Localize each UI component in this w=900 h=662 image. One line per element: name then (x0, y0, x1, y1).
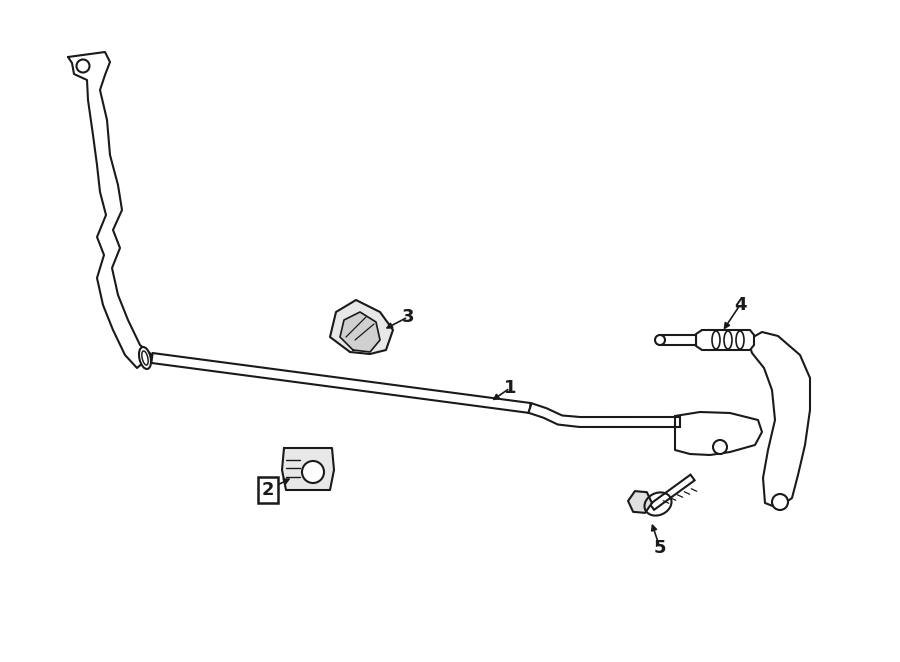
Ellipse shape (142, 351, 148, 365)
Polygon shape (650, 475, 695, 510)
Ellipse shape (724, 331, 732, 349)
Circle shape (76, 60, 89, 73)
Circle shape (713, 440, 727, 454)
Polygon shape (696, 330, 754, 350)
Ellipse shape (139, 347, 151, 369)
Polygon shape (660, 335, 696, 345)
Polygon shape (528, 403, 680, 427)
Polygon shape (748, 332, 810, 508)
Polygon shape (340, 312, 380, 352)
Polygon shape (330, 300, 393, 354)
Circle shape (302, 461, 324, 483)
Polygon shape (628, 491, 652, 513)
Polygon shape (282, 448, 334, 490)
Text: 5: 5 (653, 539, 666, 557)
Ellipse shape (736, 331, 744, 349)
Polygon shape (151, 353, 531, 413)
Text: 3: 3 (401, 308, 414, 326)
Text: 4: 4 (734, 296, 746, 314)
Ellipse shape (712, 331, 720, 349)
Circle shape (772, 494, 788, 510)
Circle shape (655, 335, 665, 345)
Polygon shape (675, 412, 762, 455)
Text: 2: 2 (262, 481, 274, 499)
Polygon shape (68, 52, 152, 368)
Text: 1: 1 (504, 379, 517, 397)
